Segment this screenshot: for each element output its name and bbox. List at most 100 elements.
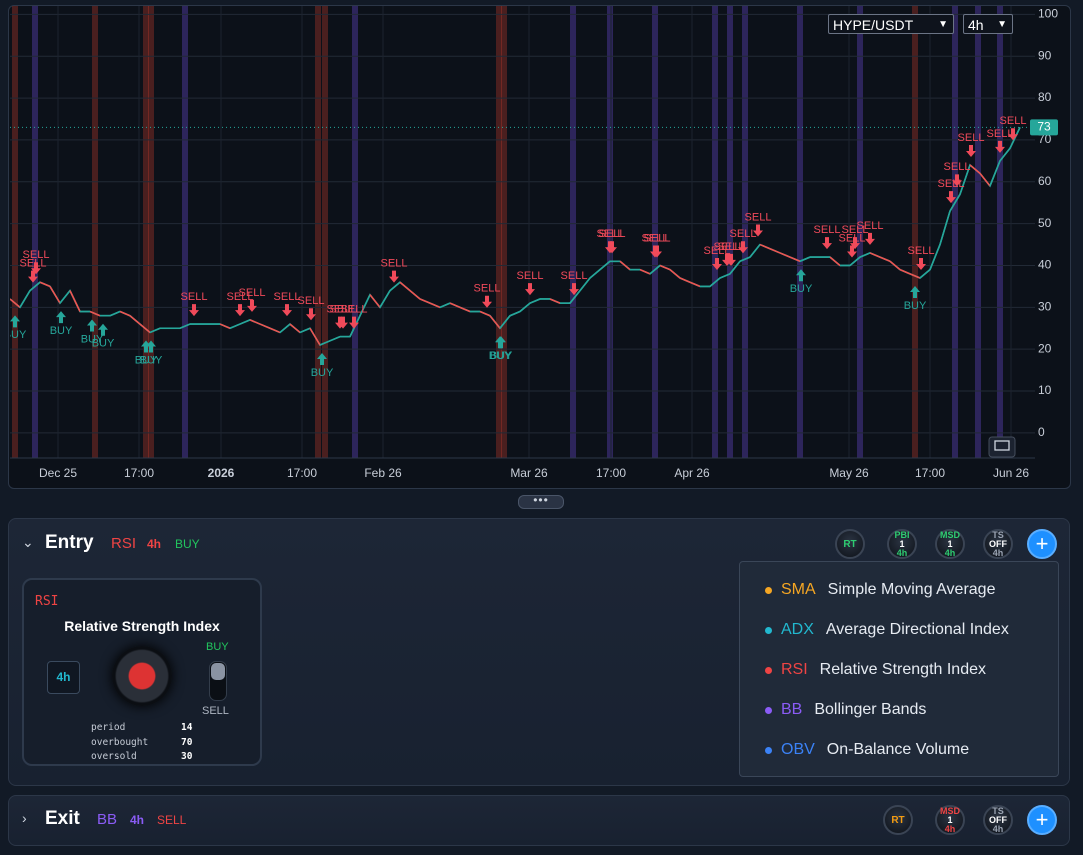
menu-code: RSI (781, 661, 808, 678)
band (975, 6, 981, 458)
sell-arrow (952, 174, 962, 187)
badge[interactable]: TS OFF 4h (983, 529, 1013, 559)
sell-label: SELL (341, 304, 368, 316)
band (496, 6, 502, 458)
band (742, 6, 748, 458)
last-price-box (1030, 119, 1058, 136)
buy-arrow (910, 286, 920, 299)
candle-seg (309, 327, 321, 346)
y-tick-label: 80 (1038, 90, 1052, 104)
chevron[interactable]: › (22, 810, 27, 826)
badge-line: OFF (989, 814, 1007, 825)
badge[interactable]: RT (835, 529, 865, 559)
candle-seg (49, 285, 61, 304)
band (322, 6, 328, 458)
resize-handle[interactable]: ••• (518, 494, 564, 509)
candle-seg (799, 256, 811, 263)
buy-label: BUY (904, 300, 927, 312)
sell-arrow (282, 304, 292, 317)
y-tick-label: 50 (1038, 216, 1052, 230)
menu-item[interactable]: SMA Simple Moving Average (740, 576, 1058, 604)
candle-seg (319, 340, 331, 346)
candle-seg (499, 315, 511, 329)
band (143, 6, 149, 458)
candle-seg (419, 298, 431, 304)
sell-label: SELL (839, 232, 866, 244)
menu-item[interactable]: RSI Relative Strength Index (740, 656, 1058, 684)
side: BUY (175, 537, 200, 551)
menu-item[interactable]: ADX Average Directional Index (740, 616, 1058, 644)
buy-label: BUY (489, 350, 512, 362)
add-button[interactable]: + (1027, 805, 1057, 835)
badge-line: MSD (940, 529, 960, 540)
menu-item[interactable]: OBV On-Balance Volume (740, 736, 1058, 764)
interval-select[interactable]: 4h ▼ (963, 14, 1013, 34)
badge-line: RT (891, 814, 905, 826)
screen-button[interactable] (988, 436, 1016, 458)
add-button[interactable]: + (1027, 529, 1057, 559)
sell-label: SELL (842, 224, 869, 236)
sell-arrow (865, 232, 875, 245)
menu-code: OBV (781, 741, 815, 758)
sell-label: SELL (1000, 115, 1027, 127)
menu-dot (765, 586, 772, 594)
sell-label: SELL (944, 161, 971, 173)
param-value: 70 (181, 736, 193, 748)
candle-seg (889, 260, 901, 271)
sell-label: SELL (714, 241, 741, 253)
candle-seg (289, 323, 301, 334)
menu-dot (765, 706, 772, 714)
sell-label: SELL (938, 178, 965, 190)
band (92, 6, 98, 458)
y-tick-label: 40 (1038, 258, 1052, 272)
y-tick-label: 20 (1038, 341, 1052, 355)
candle-seg (649, 264, 661, 275)
sell-arrow (916, 258, 926, 271)
candle-seg (939, 210, 951, 245)
interval: 4h (130, 813, 145, 827)
badge[interactable]: MSD 1 4h (935, 805, 965, 835)
badge[interactable]: RT (883, 805, 913, 835)
buy-label: BUY (311, 367, 334, 379)
card-interval[interactable]: 4h (47, 661, 80, 694)
badge[interactable]: MSD 1 4h (935, 529, 965, 559)
side: SELL (157, 813, 187, 827)
candle-seg (519, 302, 531, 313)
menu-item[interactable]: BB Bollinger Bands (740, 696, 1058, 724)
band (797, 6, 803, 458)
sell-label: SELL (381, 257, 408, 269)
candle-seg (39, 281, 51, 288)
candle-seg (529, 298, 541, 304)
candle-seg (239, 319, 251, 325)
buy-label: BUY (140, 354, 163, 366)
badge[interactable]: PBI 1 4h (887, 529, 917, 559)
sell-label: SELL (599, 228, 626, 240)
buy-label: BUY (50, 325, 73, 337)
knob[interactable] (112, 646, 172, 706)
badge[interactable]: TS OFF 4h (983, 805, 1013, 835)
badge-line: 1 (947, 538, 953, 549)
menu-name: Bollinger Bands (814, 701, 927, 718)
badge-line: TS (992, 529, 1004, 540)
x-tick-label: Mar 26 (510, 466, 548, 480)
buy-label: BUY (135, 354, 158, 366)
param-name: oversold (91, 751, 137, 762)
sell-arrow (569, 283, 579, 296)
menu-code: BB (781, 701, 803, 718)
chevron[interactable]: ⌄ (22, 534, 34, 550)
chevron: ▼ (938, 19, 948, 30)
candle-seg (19, 290, 31, 308)
candle-seg (509, 310, 521, 317)
grid (10, 6, 1035, 458)
sell-arrow (482, 295, 492, 308)
pair-select[interactable]: HYPE/USDT ▼ (828, 14, 954, 34)
buy-arrow (796, 269, 806, 282)
candle-seg (249, 319, 261, 325)
candle-seg (489, 315, 501, 329)
y-tick-label: 30 (1038, 300, 1052, 314)
sell-arrow (349, 316, 359, 329)
menu-name: Average Directional Index (825, 621, 1009, 638)
candle-seg (549, 298, 561, 304)
band (570, 6, 576, 458)
badge-line: 4h (944, 547, 956, 558)
